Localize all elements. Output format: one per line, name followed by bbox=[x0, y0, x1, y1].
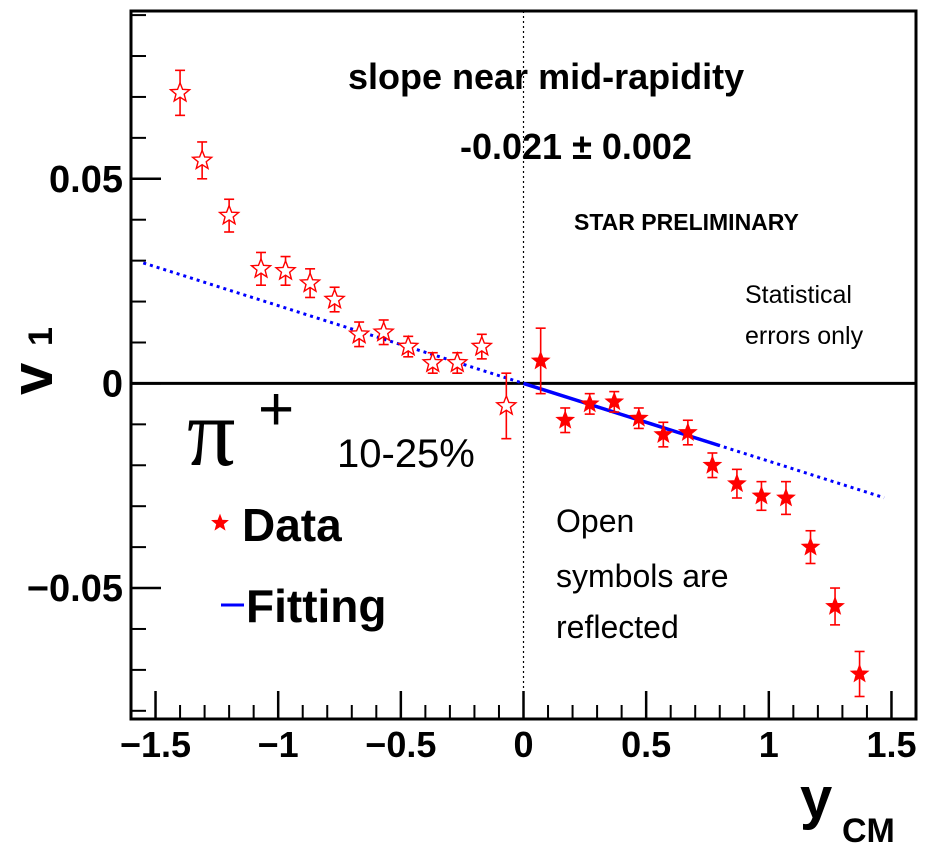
filled-star-marker bbox=[849, 663, 870, 683]
open-symbols-line2: symbols are bbox=[556, 558, 729, 594]
centrality-label: 10-25% bbox=[337, 432, 475, 476]
data-point bbox=[555, 407, 576, 434]
data-point bbox=[653, 421, 674, 448]
stat-errors-line2: errors only bbox=[745, 322, 864, 350]
x-tick-label: −1.5 bbox=[120, 724, 191, 765]
data-point bbox=[604, 390, 625, 413]
filled-star-marker bbox=[825, 596, 845, 615]
y-axis-title: v bbox=[0, 363, 65, 395]
x-tick-label: −1 bbox=[258, 724, 299, 765]
reflected-point bbox=[396, 334, 420, 358]
filled-star-marker bbox=[628, 407, 649, 427]
stat-errors-line1: Statistical bbox=[745, 281, 852, 309]
legend-fitting-label: Fitting bbox=[246, 580, 387, 632]
data-point bbox=[825, 587, 845, 626]
filled-star-marker bbox=[751, 485, 772, 505]
reflected-point bbox=[249, 251, 273, 286]
data-point bbox=[579, 392, 600, 415]
filled-star-marker bbox=[800, 536, 821, 556]
legend: Data Fitting bbox=[211, 499, 387, 632]
reflected-point bbox=[168, 69, 192, 117]
y-axis-title-subscript: 1 bbox=[22, 327, 60, 346]
reflected-point bbox=[190, 141, 214, 180]
y-tick-label: −0.05 bbox=[27, 568, 123, 610]
filled-star-marker bbox=[677, 422, 698, 441]
legend-data-label: Data bbox=[242, 499, 342, 551]
y-tick-label: 0.05 bbox=[49, 159, 123, 201]
data-point bbox=[628, 407, 649, 430]
particle-symbol: π bbox=[187, 379, 235, 486]
x-tick-label: 1 bbox=[759, 724, 779, 765]
open-star-marker bbox=[249, 256, 273, 279]
open-star-marker bbox=[190, 148, 214, 171]
slope-title: slope near mid-rapidity bbox=[348, 56, 744, 97]
filled-star-marker bbox=[530, 350, 551, 370]
open-star-marker bbox=[445, 351, 469, 373]
filled-star-marker bbox=[727, 473, 747, 493]
filled-star-marker bbox=[776, 487, 796, 507]
reflected-point bbox=[494, 372, 518, 440]
open-star-marker bbox=[347, 322, 371, 344]
open-star-marker bbox=[396, 334, 420, 357]
legend-data-marker bbox=[211, 513, 229, 531]
reflected-point bbox=[217, 198, 241, 233]
axis-ticks: −1.5 −1 −0.5 0 0.5 1 1.5 0.05 0 −0.05 bbox=[27, 14, 916, 765]
data-point bbox=[800, 529, 821, 565]
filled-star-marker bbox=[579, 393, 600, 413]
y-tick-label: 0 bbox=[102, 363, 123, 405]
filled-star-marker bbox=[702, 454, 723, 474]
open-star-marker bbox=[372, 320, 396, 342]
reflected-point bbox=[298, 268, 322, 299]
open-symbols-line3: reflected bbox=[556, 609, 679, 645]
open-star-marker bbox=[470, 334, 494, 357]
x-tick-label: 1.5 bbox=[866, 724, 916, 765]
x-tick-label: 0.5 bbox=[621, 724, 671, 765]
open-star-marker bbox=[217, 203, 241, 226]
reflected-point bbox=[421, 351, 445, 374]
particle-charge: + bbox=[258, 375, 294, 444]
reflected-point bbox=[372, 319, 396, 346]
reflected-point bbox=[274, 255, 297, 286]
x-axis-title-subscript: CM bbox=[842, 812, 895, 850]
data-point bbox=[776, 480, 796, 516]
filled-star-marker bbox=[604, 391, 625, 411]
reflected-point bbox=[323, 286, 346, 313]
open-star-marker bbox=[323, 287, 346, 310]
data-point bbox=[677, 419, 698, 446]
data-points bbox=[168, 69, 870, 698]
open-star-marker bbox=[168, 80, 192, 103]
data-point bbox=[727, 468, 747, 499]
legend-star-icon bbox=[211, 513, 229, 531]
x-axis-title: y bbox=[800, 766, 832, 831]
data-point bbox=[849, 650, 870, 698]
open-star-marker bbox=[421, 351, 445, 373]
open-star-marker bbox=[274, 258, 297, 281]
data-point bbox=[702, 452, 723, 479]
data-point bbox=[751, 480, 772, 512]
x-tick-label: 0 bbox=[513, 724, 533, 765]
open-symbols-line1: Open bbox=[556, 503, 634, 539]
open-star-marker bbox=[494, 393, 518, 416]
filled-star-marker bbox=[653, 424, 674, 443]
filled-star-marker bbox=[555, 409, 576, 429]
preliminary-label: STAR PRELIMINARY bbox=[574, 209, 799, 235]
slope-value: -0.021 ± 0.002 bbox=[460, 126, 692, 167]
reflected-point bbox=[470, 333, 494, 360]
x-tick-label: −0.5 bbox=[365, 724, 436, 765]
reflected-point bbox=[445, 351, 469, 374]
reflected-point bbox=[347, 321, 371, 348]
data-point bbox=[530, 327, 551, 395]
open-star-marker bbox=[298, 271, 322, 293]
